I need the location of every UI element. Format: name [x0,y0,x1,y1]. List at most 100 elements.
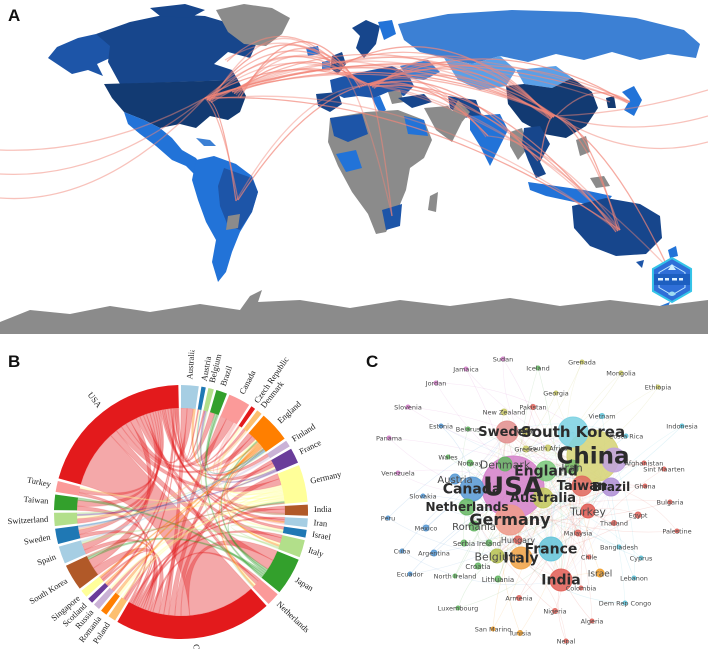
network-label-bangladesh: Bangladesh [600,544,638,552]
network-edge [506,431,612,488]
network-node-armenia [516,595,522,601]
network-label-south-korea: South Korea [521,423,625,441]
network-node-indonesia [679,423,685,429]
network-node-greece [522,445,530,453]
network-node-cyprus [638,555,644,561]
network-label-vietnam: Vietnam [588,413,615,421]
network-node-argentina [430,549,438,557]
landmass [352,20,380,58]
network-node-colombia [578,585,584,591]
network-edge [502,358,547,472]
network-label-luxembourg: Luxembourg [438,605,479,613]
chord-ribbon-canada-england [212,421,265,476]
network-label-norway: Norway [458,460,483,468]
chord-arc-canada [220,394,250,425]
network-label-croatia: Croatia [465,563,490,571]
chord-arc-scotland [88,583,109,603]
chord-ribbon-usa-poland [122,407,178,601]
collaboration-arc [204,62,631,103]
chord-arc-japan [261,551,299,593]
network-label-iran: Iran [561,461,583,474]
landmass [404,116,428,136]
network-edge [496,485,583,557]
network-label-afghanistan: Afghanistan [625,460,664,468]
network-edge [545,470,566,581]
chord-arc-israel [282,526,307,538]
landmass [336,150,362,172]
network-node-sint-maarten [661,466,667,472]
network-node-south-africa [544,444,552,452]
chord-ribbon-england-italy [223,442,281,548]
chord-label-turkey: Turkey [26,474,52,489]
network-label-lebanon: Lebanon [620,575,648,583]
network-label-taiwan: Taiwan [557,479,607,494]
network-label-france: France [525,541,578,557]
network-node-chile [586,554,592,560]
chord-ribbon-austria-england [196,409,266,474]
network-label-thailand: Thailand [599,520,628,528]
network-node-egypt [634,511,642,519]
network-label-sweden: Sweden [478,425,536,440]
chord-arc-denmark [243,410,262,432]
collaboration-arc [208,60,553,119]
chord-ribbon-china-turkey [77,491,148,604]
chord-ribbon-germany-austria [195,408,284,496]
network-label-armenia: Armenia [505,595,532,603]
network-node-mexico [422,524,430,532]
network-edge [409,485,583,575]
logo-glyph [668,291,676,296]
network-node-australia [532,487,554,509]
collaboration-arc [235,84,371,202]
network-node-england [535,460,557,482]
hexagon-badge-logo [651,256,693,304]
collaboration-arc [204,73,557,117]
network-edge [545,470,620,548]
chord-arc-russia [94,587,114,609]
network-node-jordan [433,380,439,386]
network-node-panama [386,435,392,441]
collaboration-arc [487,135,621,231]
network-label-iceland: Iceland [526,365,550,373]
network-label-jordan: Jordan [425,380,447,388]
chord-label-usa: USA [86,390,105,410]
network-node-ecuador [407,571,413,577]
network-edge [387,517,498,557]
network-edge [502,358,553,550]
landmass [668,246,678,258]
network-label-brazil: Brazil [592,480,630,494]
network-edge [613,459,635,579]
network-label-new-zealand: New Zealand [483,409,526,417]
landmass [0,290,708,334]
network-node-node [601,447,627,473]
chord-arc-china [117,588,267,639]
collaboration-arc [337,61,489,137]
network-edge [387,431,508,519]
collaboration-arc [371,61,553,119]
network-node-ghana [642,483,648,489]
network-label-georgia: Georgia [543,390,569,398]
network-edge [401,550,562,585]
landmass [96,14,258,84]
network-node-algeria [589,618,595,624]
collaboration-arc [206,98,237,202]
network-label-south-africa: South Africa [528,445,568,453]
network-label-india: India [541,572,580,588]
network-node-norway [466,459,474,467]
network-label-denmark: Denmark [480,458,531,471]
network-node-lebanon [631,575,637,581]
network-label-usa: USA [483,472,543,502]
landmass [104,80,246,128]
network-node-france [538,536,564,562]
landmass [48,34,113,76]
network-node-qatar [521,426,531,436]
network-label-pakistan: Pakistan [519,404,546,412]
network-node-afghanistan [641,460,647,466]
chord-arc-england [248,415,285,452]
chord-ribbon-usa-israel [163,408,285,531]
landmass [372,96,386,114]
network-edge [435,382,506,465]
collaboration-arc [555,92,631,117]
network-label-malaysia: Malaysia [564,530,592,538]
network-edge [550,415,603,550]
network-node-ethiopia [655,384,661,390]
